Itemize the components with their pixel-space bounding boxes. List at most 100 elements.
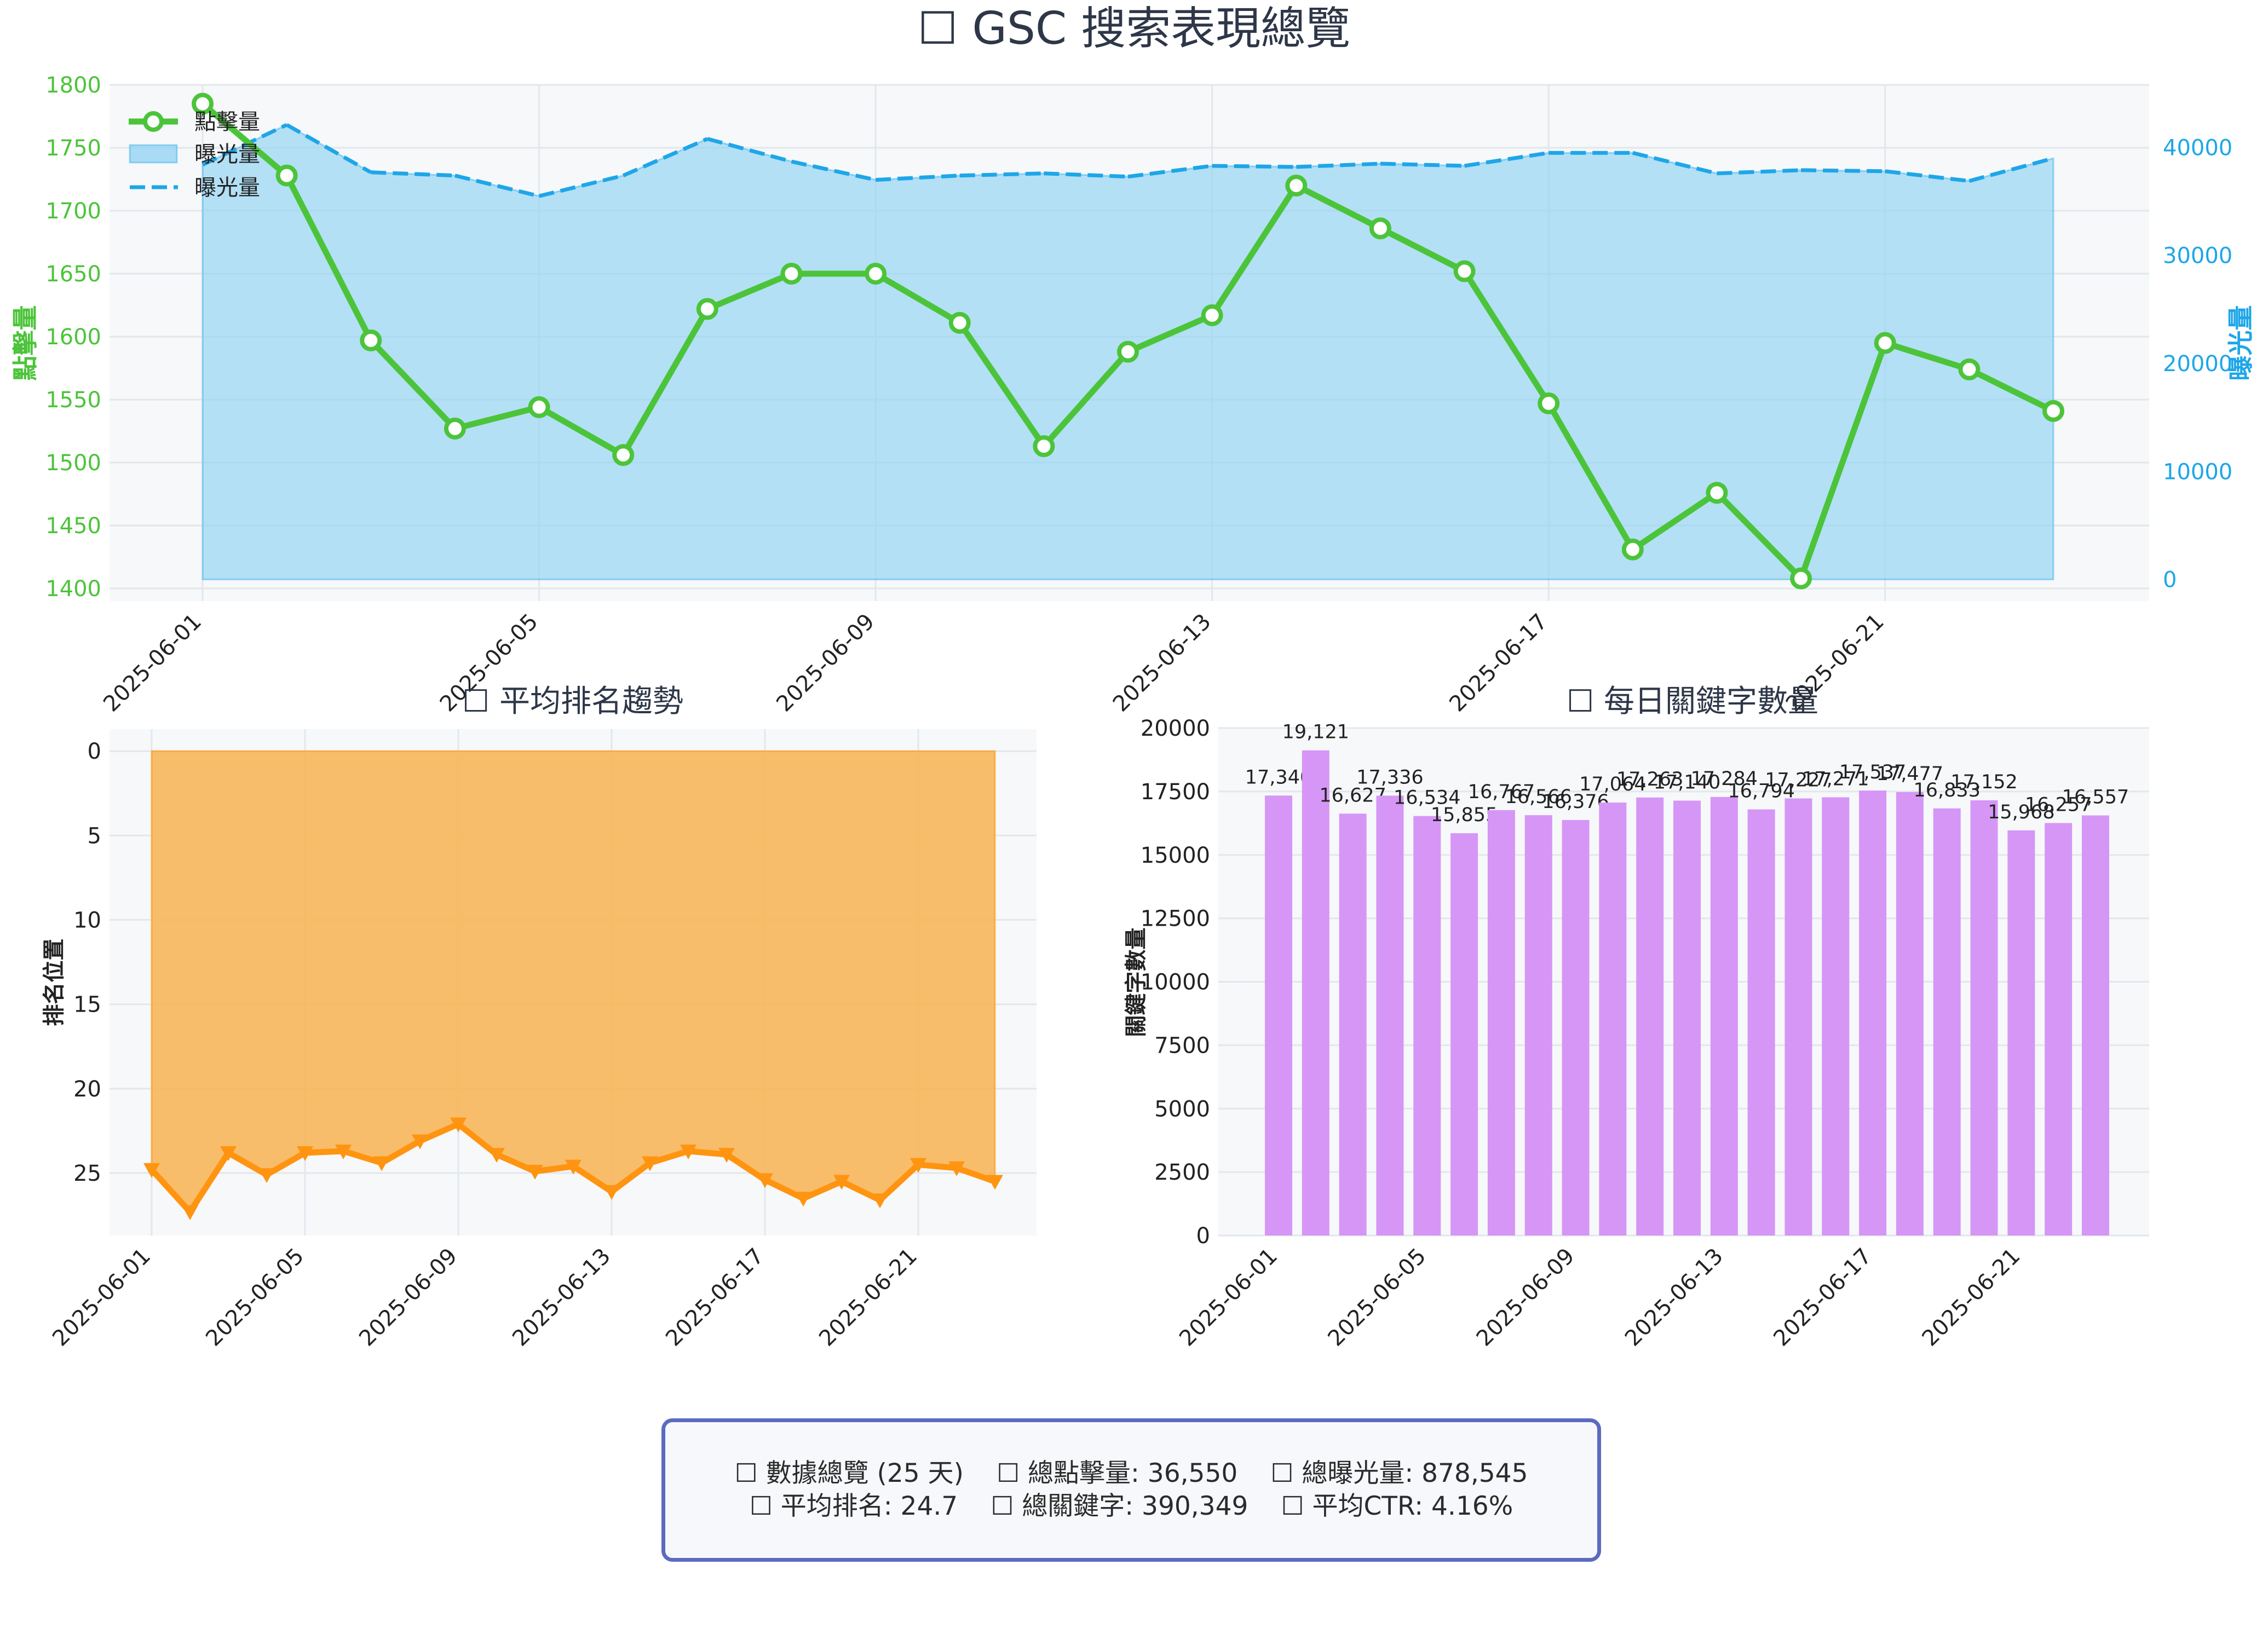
y-tick-label: 17500 (1141, 780, 1210, 805)
keyword-bar (1413, 816, 1441, 1236)
keyword-bar (2045, 823, 2073, 1236)
legend-clicks-marker (143, 111, 164, 132)
clicks-point (528, 396, 550, 418)
rank-point (527, 1164, 543, 1180)
impressions-line-segment (202, 123, 288, 167)
clicks-line-segment (1966, 366, 2057, 414)
rank-point (373, 1156, 390, 1171)
rank-line-segment (493, 1151, 538, 1175)
keyword-bar (1450, 833, 1478, 1236)
y-tick-label: 1750 (45, 136, 101, 161)
impressions-line-segment (1380, 161, 1465, 168)
rank-line-segment (685, 1148, 730, 1158)
rank-point (872, 1193, 888, 1209)
clicks-line-segment (704, 270, 795, 312)
clicks-line-segment (1461, 268, 1552, 407)
impressions-line-segment (1464, 151, 1549, 168)
y-tick-label: 1800 (45, 73, 101, 98)
impressions-line-segment (285, 123, 372, 174)
clicks-line-segment (199, 101, 290, 179)
clicks-line-segment (1040, 349, 1131, 449)
impressions-line-segment (1212, 164, 1297, 169)
x-tick-label: 2025-06-05 (201, 1244, 309, 1352)
summary-avg-rank: ☐ 平均排名: 24.7 (749, 1491, 958, 1521)
clicks-point (360, 329, 382, 351)
impressions-line-segment (1044, 171, 1129, 179)
keyword-bar (1859, 790, 1887, 1236)
keyword-bar (1896, 792, 1924, 1236)
y-tick-label: 10 (73, 908, 101, 933)
bar-value-label: 16,376 (1542, 791, 1609, 813)
clicks-line-segment (452, 404, 543, 432)
legend-label: 曝光量 (194, 142, 260, 167)
x-tick-label: 2025-06-09 (354, 1244, 462, 1352)
rank-point (910, 1158, 926, 1173)
summary-total-clicks: ☐ 總點擊量: 36,550 (996, 1458, 1238, 1488)
clicks-point (1958, 358, 1981, 380)
clicks-line-segment (1377, 225, 1468, 274)
keyword-bar (2082, 815, 2109, 1236)
rank-line-segment (417, 1121, 462, 1144)
rank-point (795, 1192, 811, 1207)
keyword-bar (1822, 797, 1850, 1236)
rank-line-segment (340, 1148, 385, 1166)
bar-value-label: 16,833 (1913, 780, 1980, 801)
x-tick-label: 2025-06-17 (1769, 1244, 1876, 1352)
x-tick-label: 2025-06-05 (1323, 1244, 1431, 1352)
bar-value-label: 16,534 (1394, 787, 1460, 809)
x-tick-label: 2025-06-13 (1620, 1244, 1728, 1352)
rank-point (948, 1161, 965, 1176)
y-tick-label: 1400 (45, 576, 101, 602)
x-tick-label: 2025-06-09 (1472, 1244, 1580, 1352)
keyword-bar (1562, 819, 1590, 1236)
y-tick-label: 7500 (1154, 1033, 1210, 1058)
bar-value-label: 16,794 (1728, 781, 1794, 803)
rank-line-segment (838, 1178, 883, 1203)
rank-point (833, 1175, 850, 1190)
impressions-line-segment (875, 174, 960, 182)
bar-value-label: 17,284 (1691, 768, 1758, 790)
x-tick-label: 2025-06-21 (1918, 1244, 2025, 1352)
bar-value-label: 16,767 (1468, 781, 1535, 803)
impressions-line-segment (371, 170, 456, 178)
performance-chart: 2025-06-01 2025-06-05 2025-06-09 2025-06-13… (10, 73, 2255, 717)
keyword-bar (1339, 813, 1367, 1236)
clicks-line-segment (1545, 400, 1636, 553)
keyword-bar (1710, 796, 1738, 1236)
clicks-line-segment (620, 305, 711, 458)
keyword-bar (1673, 800, 1701, 1236)
rank-point (335, 1144, 352, 1159)
legend-label: 點擊量 (194, 109, 260, 135)
x-tick-label: 2025-06-01 (1175, 1244, 1282, 1352)
summary-days: ☐ 數據總覽 (25 天) (734, 1458, 964, 1488)
x-tick-label: 2025-06-17 (1444, 609, 1552, 717)
impressions-line-segment (538, 174, 624, 198)
keyword-bar (1933, 808, 1961, 1236)
clicks-line-segment (1882, 340, 1972, 373)
summary-row-1: ☐ 數據總覽 (25 天) ☐ 總點擊量: 36,550 ☐ 總曝光量: 878… (735, 1457, 1528, 1490)
bar-value-label: 19,121 (1282, 721, 1349, 743)
clicks-point (1285, 175, 1308, 197)
x-tick-label: 2025-06-13 (508, 1244, 615, 1352)
clicks-point (1369, 217, 1391, 240)
x-tick-label: 2025-06-21 (814, 1244, 922, 1352)
impressions-line-segment (454, 174, 540, 198)
keyword-bar (1970, 800, 1998, 1236)
bar-value-label: 16,627 (1319, 784, 1386, 806)
y-axis-label: 點擊量 (10, 305, 40, 381)
y-axis-label: 關鍵字數量 (1124, 928, 1149, 1037)
rank-line-segment (148, 1167, 193, 1215)
rank-point (718, 1148, 735, 1163)
clicks-line-segment (536, 404, 626, 458)
y-tick-label: 10000 (1141, 970, 1210, 995)
clicks-line-segment (284, 172, 374, 344)
x-tick-label: 2025-06-09 (772, 609, 879, 717)
clicks-line-segment (957, 320, 1047, 449)
clicks-point (2042, 400, 2064, 422)
impressions-line-segment (1632, 151, 1718, 176)
bar-value-label: 17,263 (1616, 769, 1683, 790)
bar-value-label: 17,140 (1654, 772, 1720, 794)
clicks-point (1706, 482, 1728, 504)
bar-value-label: 16,557 (2062, 787, 2129, 809)
rank-point (297, 1146, 313, 1161)
